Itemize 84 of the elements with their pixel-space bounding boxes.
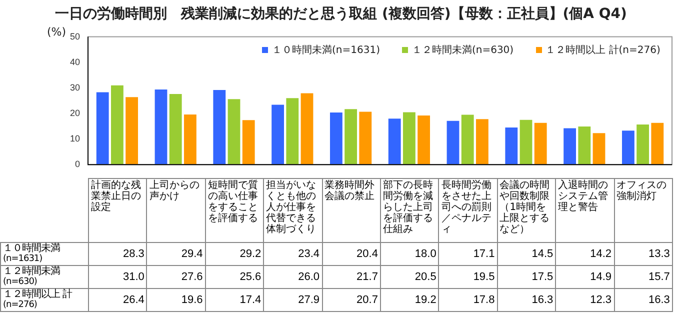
bar — [96, 92, 109, 165]
data-label: 20.7 — [322, 288, 380, 312]
y-tick-label: 40 — [70, 56, 80, 67]
data-label: 21.7 — [322, 266, 380, 288]
bar — [651, 122, 664, 165]
data-label: 17.8 — [438, 288, 498, 312]
data-label: 25.6 — [205, 266, 264, 288]
data-label: 29.2 — [205, 242, 264, 266]
data-label: 12.3 — [556, 288, 614, 312]
data-label: 16.3 — [614, 288, 672, 312]
legend-label: １２時間以上 計(n=276) — [544, 44, 660, 57]
bar — [505, 128, 518, 165]
bar — [476, 119, 488, 165]
bar — [622, 130, 634, 165]
x-tick-label: 上司からの声かけ — [146, 178, 206, 242]
data-label: 26.0 — [264, 266, 322, 288]
bar — [330, 112, 342, 165]
bar — [184, 114, 196, 165]
bar — [592, 133, 606, 165]
data-label: 14.9 — [556, 266, 614, 288]
bar — [286, 98, 299, 165]
legend-label: １０時間未満(n=1631) — [271, 44, 380, 57]
bar — [578, 126, 591, 165]
text: １２時間未満(n=630) — [3, 266, 60, 287]
data-label: 19.5 — [438, 266, 498, 288]
bar — [169, 94, 182, 165]
bar — [402, 112, 416, 165]
bar — [534, 122, 547, 165]
x-tick-label: 入退時間のシステム管理と警告 — [556, 178, 614, 242]
bar — [228, 99, 240, 165]
x-tick-label: オフィスの強制消灯 — [614, 178, 672, 242]
x-tick-label: 長時間労働をさせた上司への罰則／ペナルティ — [438, 178, 498, 242]
text: １０時間未満(n=1631) — [3, 243, 60, 264]
data-label: 17.5 — [497, 266, 556, 288]
bar — [564, 128, 576, 165]
data-label: 27.9 — [264, 288, 322, 312]
bar — [446, 120, 460, 165]
bar — [242, 120, 255, 165]
data-label: 27.6 — [146, 266, 206, 288]
data-label: 19.6 — [146, 288, 206, 312]
data-label: 31.0 — [88, 266, 147, 288]
bar — [110, 85, 124, 165]
bar — [344, 109, 358, 165]
data-label: 16.3 — [497, 288, 556, 312]
bar — [154, 89, 168, 165]
data-label: 19.2 — [380, 288, 439, 312]
x-tick-label: 短時間で質の高い仕事をすることを評価する — [205, 178, 264, 242]
x-tick-label: 部下の長時間労働を減らした上司を評価する仕組み — [380, 178, 439, 242]
y-tick-label: 30 — [70, 82, 80, 92]
x-tick-label: 会議の時間や回数制限（1時間を上限とするなど） — [497, 178, 556, 242]
data-label: 17.4 — [205, 288, 264, 312]
data-label: 18.0 — [380, 242, 439, 266]
y-axis-title: (%) — [46, 26, 66, 39]
bar — [213, 90, 226, 165]
x-tick-label: 計画的な残業禁止日の設定 — [88, 178, 147, 242]
x-tick-label: 業務時間外会議の禁止 — [322, 178, 380, 242]
data-label: 13.3 — [614, 242, 672, 266]
data-label: 14.2 — [556, 242, 614, 266]
y-tick-label: 10 — [70, 134, 80, 144]
bar — [300, 93, 314, 165]
data-label: 20.5 — [380, 266, 439, 288]
bar — [126, 97, 138, 165]
bar — [359, 112, 372, 165]
bar — [388, 118, 401, 165]
data-label: 14.5 — [497, 242, 556, 266]
bar — [636, 124, 650, 165]
bar — [418, 116, 430, 165]
data-label: 23.4 — [264, 242, 322, 266]
chart-title: 一日の労働時間別 残業削減に効果的だと思う取組 (複数回答)【母数：正社員】(個A Q4) — [55, 5, 627, 22]
bar — [461, 114, 474, 165]
bar — [520, 120, 532, 165]
y-tick-label: 50 — [70, 31, 80, 42]
data-label: 29.4 — [146, 242, 206, 266]
y-tick-label: 20 — [70, 108, 80, 118]
data-label: 20.4 — [322, 242, 380, 266]
data-label: 28.3 — [88, 242, 147, 266]
bar — [272, 104, 284, 165]
legend-label: １２時間未満(n=630) — [410, 44, 514, 57]
x-tick-label: 担当がいなくとも他の人が仕事を代替できる体制づくり — [264, 178, 322, 242]
text: １２時間以上 計(n=276) — [3, 289, 72, 310]
data-label: 15.7 — [614, 266, 672, 288]
data-label: 17.1 — [438, 242, 498, 266]
y-tick-label: 0 — [74, 159, 80, 170]
data-label: 26.4 — [88, 288, 147, 312]
